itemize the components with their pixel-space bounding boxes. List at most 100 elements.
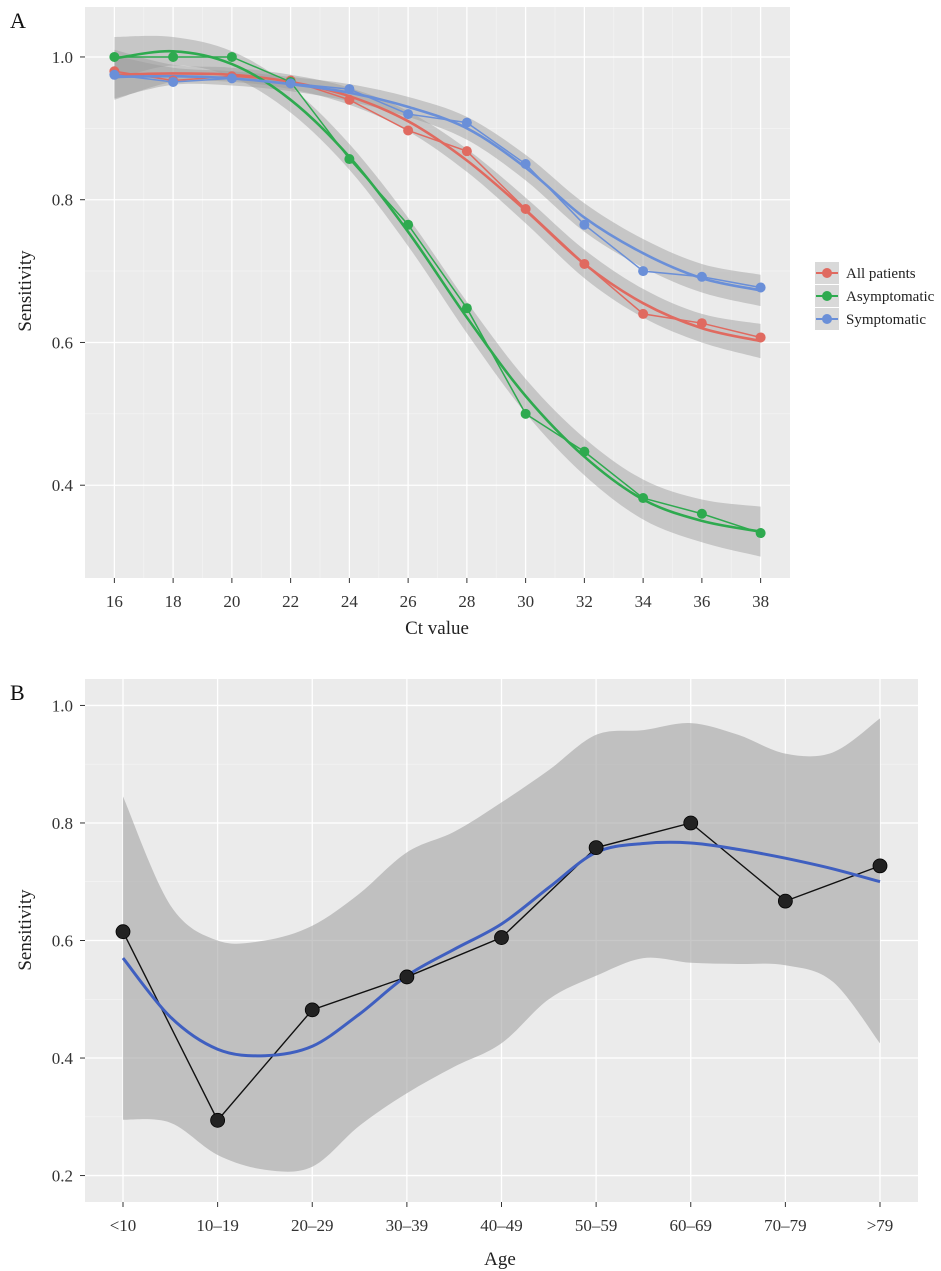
panel-a-x-tick-label: 24 <box>341 592 359 611</box>
panel-a-point-symptomatic <box>344 84 355 95</box>
panel-a-x-tick-label: 28 <box>458 592 475 611</box>
panel-a-point-symptomatic <box>168 76 179 87</box>
panel-a-point-symptomatic <box>285 78 296 89</box>
panel-b-x-tick-label: 20–29 <box>291 1216 334 1235</box>
legend-label-asymptomatic: Asymptomatic <box>846 289 935 305</box>
panel-b-x-tick-label: <10 <box>110 1216 137 1235</box>
panel-a-x-tick-label: 26 <box>400 592 417 611</box>
panel-a-point-symptomatic <box>638 266 649 277</box>
panel-a-x-tick-labels: 16 18 20 22 24 26 28 30 32 34 36 38 <box>106 578 769 611</box>
panel-a-point-all-patients <box>403 125 414 136</box>
panel-b-x-tick-label: 40–49 <box>480 1216 523 1235</box>
panel-a-x-tick-label: 32 <box>576 592 593 611</box>
panel-a-point-symptomatic <box>226 73 237 84</box>
panel-a-point-all-patients <box>344 94 355 105</box>
panel-a-y-tick-labels: 0.4 0.6 0.8 1.0 <box>52 48 85 495</box>
panel-b-y-tick-labels: 0.2 0.4 0.6 0.8 1.0 <box>52 696 85 1186</box>
panel-b-x-tick-labels: <10 10–19 20–29 30–39 40–49 50–59 60–69 70–79 >7… <box>110 1202 894 1235</box>
panel-a-point-symptomatic <box>755 282 766 293</box>
panel-a-point-asymptomatic <box>579 446 590 457</box>
panel-a-x-tick-label: 18 <box>165 592 182 611</box>
panel-a-point-symptomatic <box>579 219 590 230</box>
panel-b-point-30-39 <box>399 969 415 985</box>
panel-a-point-asymptomatic <box>403 219 414 230</box>
panel-a-gridlines <box>85 7 790 578</box>
panel-b-y-tick-label: 0.4 <box>52 1049 74 1068</box>
panel-a-point-asymptomatic <box>168 51 179 62</box>
panel-b-y-axis-title: Sensitivity <box>15 889 36 971</box>
panel-a-x-tick-label: 38 <box>752 592 769 611</box>
panel-a-point-symptomatic <box>461 117 472 128</box>
panel-a-point-all-patients <box>755 332 766 343</box>
panel-b-data-points <box>115 815 888 1128</box>
panel-a-y-tick-label: 0.4 <box>52 476 74 495</box>
panel-b-y-tick-label: 0.6 <box>52 932 73 951</box>
panel-a-x-tick-label: 30 <box>517 592 534 611</box>
panel-a-legend: All patients Asymptomatic Symptomatic <box>815 262 935 330</box>
panel-a-point-asymptomatic <box>755 528 766 539</box>
legend-key-point-all-patients <box>822 268 832 278</box>
panel-a-data-points <box>109 51 766 539</box>
panel-a-point-asymptomatic <box>638 493 649 504</box>
panel-a-x-tick-label: 36 <box>693 592 710 611</box>
panel-b-point-40-49 <box>494 930 509 945</box>
panel-a-x-tick-label: 22 <box>282 592 299 611</box>
panel-b-label: B <box>10 680 25 705</box>
panel-b-x-tick-label: 70–79 <box>764 1216 807 1235</box>
panel-a-y-axis-title: Sensitivity <box>15 250 36 332</box>
panel-b-point-79 <box>872 858 888 874</box>
panel-b-y-tick-label: 1.0 <box>52 696 73 715</box>
panel-b-point-70-79 <box>777 893 793 909</box>
panel-b-x-tick-label: 30–39 <box>386 1216 429 1235</box>
panel-a-point-all-patients <box>696 318 707 329</box>
panel-a-x-axis-title: Ct value <box>405 618 469 639</box>
panel-a-y-tick-label: 0.8 <box>52 191 73 210</box>
panel-a-x-tick-label: 20 <box>223 592 240 611</box>
panel-b-x-tick-label: 60–69 <box>670 1216 713 1235</box>
panel-a-point-asymptomatic <box>226 51 237 62</box>
panel-b-point-10-19 <box>210 1112 226 1128</box>
panel-a-point-asymptomatic <box>696 508 707 519</box>
panel-b-x-axis-title: Age <box>484 1249 516 1270</box>
legend-key-point-asymptomatic <box>822 291 832 301</box>
panel-a-point-all-patients <box>461 146 472 157</box>
panel-a-y-tick-label: 1.0 <box>52 48 73 67</box>
panel-a-point-asymptomatic <box>344 154 355 165</box>
panel-a-point-symptomatic <box>109 69 120 80</box>
panel-b-confidence-band <box>123 718 880 1172</box>
panel-b-point-60-69 <box>683 815 699 831</box>
panel-a-point-symptomatic <box>403 109 414 120</box>
panel-a-point-all-patients <box>579 258 590 269</box>
panel-b-y-tick-label: 0.8 <box>52 814 73 833</box>
panel-a-point-symptomatic <box>696 271 707 282</box>
legend-label-symptomatic: Symptomatic <box>846 312 926 328</box>
panel-a-x-tick-label: 16 <box>106 592 123 611</box>
panel-b-point-10 <box>115 924 131 940</box>
panel-b-confidence-band-area <box>123 718 880 1172</box>
panel-b-x-tick-label: >79 <box>867 1216 894 1235</box>
legend-key-point-symptomatic <box>822 314 832 324</box>
panel-a-label: A <box>10 8 26 33</box>
panel-a-y-tick-label: 0.6 <box>52 333 73 352</box>
panel-a-x-tick-label: 34 <box>635 592 653 611</box>
panel-a-raw-line-asymptomatic <box>114 56 761 534</box>
panel-b: B <10 10–19 20–29 30–39 40–49 50–59 60–69 70–79… <box>10 679 918 1270</box>
panel-b-x-tick-label: 10–19 <box>196 1216 239 1235</box>
panel-b-smooth-line <box>121 840 881 1058</box>
legend-label-all-patients: All patients <box>846 266 916 282</box>
panel-b-y-tick-label: 0.2 <box>52 1167 73 1186</box>
panel-b-point-50-59 <box>588 840 604 856</box>
panel-a-band-all-patients <box>114 49 761 359</box>
panel-a-point-symptomatic <box>520 159 531 170</box>
panel-a-point-asymptomatic <box>520 408 531 419</box>
panel-a-series-lines <box>114 49 761 534</box>
panel-a-point-all-patients <box>638 308 649 319</box>
panel-b-x-tick-label: 50–59 <box>575 1216 618 1235</box>
panel-a-point-all-patients <box>520 203 531 214</box>
panel-a: A 16 18 20 22 24 26 28 30 32 34 36 38 0.40.60.81.0 … <box>10 7 935 639</box>
panel-a-point-asymptomatic <box>109 51 120 62</box>
panel-a-point-asymptomatic <box>461 303 472 314</box>
panel-b-point-20-29 <box>304 1002 320 1018</box>
panel-a-band-asymptomatic <box>114 35 761 557</box>
